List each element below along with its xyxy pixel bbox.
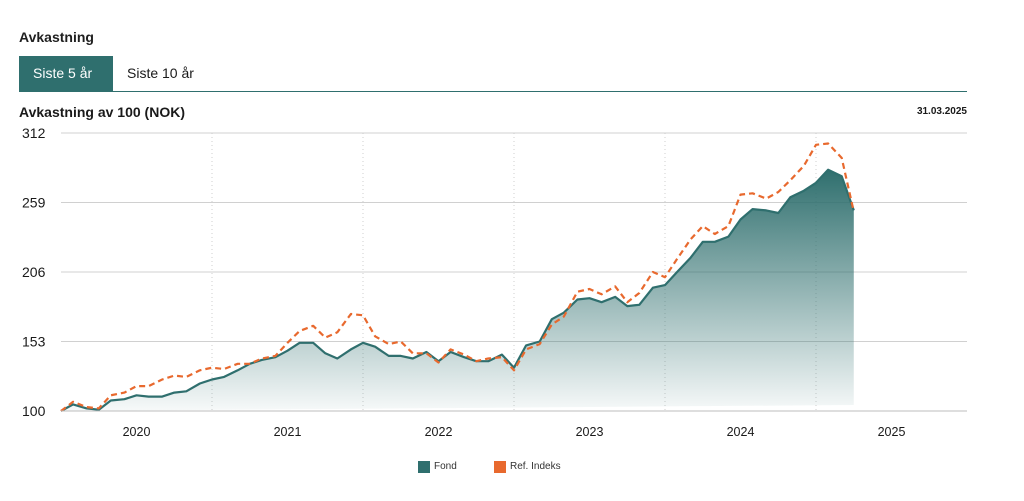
fund-area [61, 169, 854, 411]
legend-label-fond: Fond [434, 461, 457, 472]
period-tabs: Siste 5 år Siste 10 år [19, 56, 967, 92]
tab-siste-10-ar[interactable]: Siste 10 år [127, 65, 194, 81]
x-tick-label-2021: 2021 [274, 425, 302, 439]
chart-legend: Fond Ref. Indeks [0, 459, 1024, 475]
fund-line [60, 168, 855, 412]
y-tick-label-153: 153 [22, 334, 46, 350]
chart-date: 31.03.2025 [916, 106, 967, 117]
legend-label-ref-indeks: Ref. Indeks [510, 461, 561, 472]
tab-siste-5-ar[interactable]: Siste 5 år [19, 56, 113, 91]
legend-swatch-fond [418, 461, 430, 473]
y-tick-label-206: 206 [22, 264, 46, 280]
x-tick-label-2020: 2020 [123, 425, 151, 439]
x-tick-label-2022: 2022 [425, 425, 453, 439]
chart-title: Avkastning av 100 (NOK) [19, 104, 185, 120]
y-tick-label-259: 259 [22, 195, 46, 211]
x-tick-label-2025: 2025 [878, 425, 906, 439]
x-tick-label-2024: 2024 [727, 425, 755, 439]
y-tick-label-100: 100 [22, 403, 46, 419]
legend-swatch-ref-indeks [494, 461, 506, 473]
section-title: Avkastning [19, 29, 94, 45]
x-tick-label-2023: 2023 [576, 425, 604, 439]
y-tick-label-312: 312 [22, 125, 46, 141]
